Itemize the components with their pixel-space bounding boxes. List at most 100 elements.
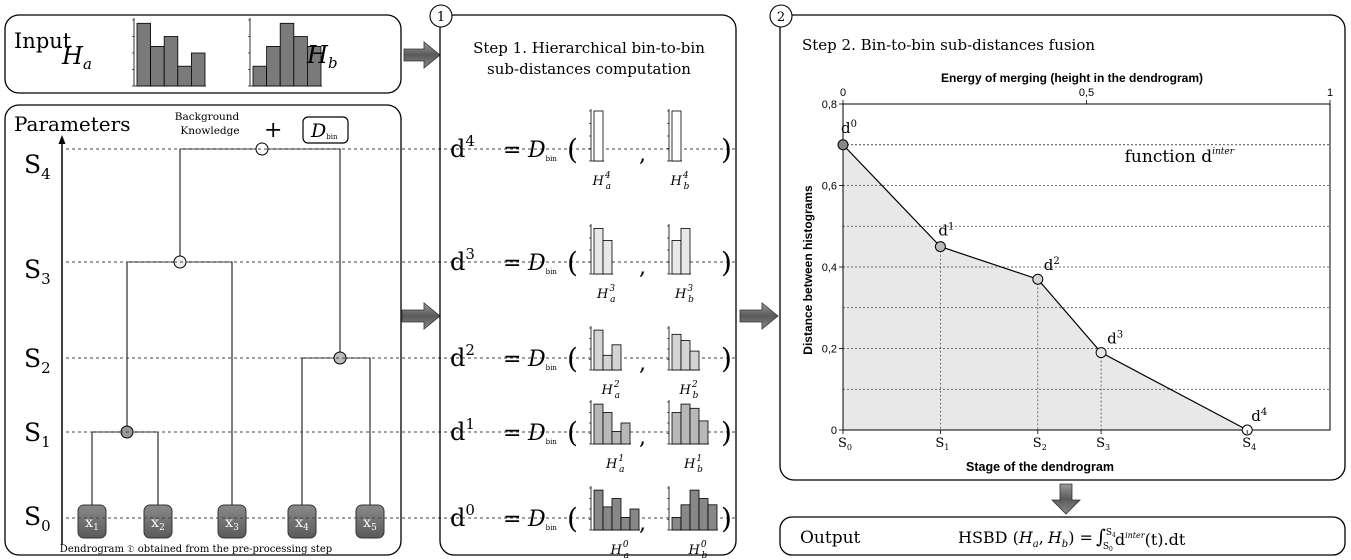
- row-d3-hist-a-bar-1: [593, 227, 604, 275]
- arrow-params-to-step1: [401, 302, 441, 330]
- output-label: Output: [800, 528, 861, 548]
- input-hist-b-bar-4: [293, 36, 308, 87]
- distance-area-fill: [843, 144, 1248, 430]
- step1-number: 1: [437, 10, 445, 25]
- input-hist-b-bar-5: [306, 46, 322, 87]
- row-d4-hist-b-bar-1: [671, 110, 682, 162]
- stage-axis-arrowhead: [58, 135, 66, 144]
- row-d3-hb-label: H3 b: [674, 284, 694, 305]
- leaf-x3: [217, 504, 247, 539]
- point-label-d1: d1: [938, 222, 954, 240]
- row-d0-hb-label: H0 b: [688, 540, 708, 560]
- x-stage-label: S0: [838, 436, 852, 452]
- row-d0-hist-a-bar-3: [611, 498, 622, 531]
- row-d2-close-paren: ): [721, 342, 732, 375]
- parameters-panel: Parameters Background Knowledge + Dbin S…: [4, 104, 402, 556]
- dendrogram-leaves: x1 x2 x3 x4 x5: [77, 504, 385, 539]
- input-hist-b-bar-3: [279, 22, 295, 87]
- hb-label: Hb: [306, 41, 338, 72]
- stage-s0: S0: [24, 502, 51, 535]
- row-d1-hist-b-bar-1: [671, 412, 682, 445]
- row-d4-hb-label: H4 b: [670, 171, 690, 192]
- row-d0-hist-b-bar-1: [671, 517, 682, 531]
- input-panel: Input Ha Hb: [4, 14, 402, 94]
- row-d1-open-paren: (: [567, 416, 578, 449]
- input-label: Input: [14, 29, 72, 53]
- y-tick-label: 0,6: [822, 181, 837, 193]
- background-knowledge-line2: Knowledge: [180, 125, 239, 137]
- row-d2-hb-label: H2 b: [679, 380, 699, 401]
- row-d3-hist-a-bar-2: [602, 239, 613, 275]
- row-d2-hist-b-bar-2: [680, 340, 691, 371]
- stage-s1: S1: [24, 418, 51, 451]
- top-tick-label: 0: [840, 87, 846, 99]
- x-stage-label: S2: [1033, 436, 1047, 452]
- top-tick-label: 0,5: [1079, 87, 1094, 99]
- row-d2-hist-a-bar-2: [602, 354, 613, 371]
- row-d2-hist-b-bar-1: [671, 333, 682, 371]
- row-d0-hist-a-bar-5: [629, 508, 640, 531]
- arrow-input-to-step1: [403, 41, 441, 69]
- dendrogram-caption: Dendrogram 𝔇 obtained from the pre-proce…: [60, 544, 332, 555]
- y-tick-label: 0,4: [822, 262, 837, 274]
- row-d0-dbin: Dbin: [527, 507, 557, 532]
- row-d3-equals: =: [503, 251, 521, 276]
- row-d2-ha-label: H2 a: [601, 380, 620, 401]
- row-d1-close-paren: ): [721, 416, 732, 449]
- row-d0-equals: =: [503, 507, 521, 532]
- output-panel-border: [779, 516, 1346, 556]
- row-d3-close-paren: ): [721, 246, 732, 279]
- row-d2-open-paren: (: [567, 342, 578, 375]
- row-d1-hist-b-bar-3: [689, 407, 700, 445]
- stage-s2: S2: [24, 344, 51, 377]
- step1-panel-border: [439, 14, 737, 556]
- row-d4-label: d4: [450, 132, 475, 163]
- input-hist-a-bar-4: [177, 65, 192, 87]
- step2-panel: 2 Step 2. Bin-to-bin sub-distances fusio…: [769, 4, 1346, 481]
- stage-labels: S4 S3 S2 S1 S0: [24, 150, 51, 535]
- step1-row-d0: d0 = Dbin (,) H0 a H0 b: [450, 486, 732, 560]
- row-d2-comma: ,: [639, 351, 646, 376]
- row-d1-hist-a-bar-2: [602, 412, 613, 445]
- row-d3-comma: ,: [639, 255, 646, 280]
- row-d3-open-paren: (: [567, 246, 578, 279]
- row-d0-ha-label: H0 a: [610, 540, 629, 560]
- row-d3-dbin: Dbin: [527, 251, 557, 276]
- row-d0-open-paren: (: [567, 502, 578, 535]
- stage-s3: S3: [24, 255, 51, 288]
- row-d1-comma: ,: [639, 425, 646, 450]
- step1-title-line1: Step 1. Hierarchical bin-to-bin: [473, 39, 705, 57]
- background-knowledge-line1: Background: [175, 111, 240, 123]
- dbin-label: Dbin: [310, 120, 338, 142]
- arrow-step1-to-step2: [739, 302, 779, 330]
- leaf-x3-label: x3: [225, 515, 239, 533]
- row-d3-ha-label: H3 a: [596, 284, 615, 305]
- row-d0-comma: ,: [639, 511, 646, 536]
- step2-title: Step 2. Bin-to-bin sub-distances fusion: [802, 36, 1095, 54]
- stage-s4: S4: [24, 150, 51, 183]
- row-d1-ha-label: H1 a: [605, 454, 624, 475]
- input-hist-b-bar-1: [252, 65, 268, 87]
- row-d0-hist-b-bar-5: [707, 504, 718, 531]
- parameters-panel-border: [4, 104, 402, 556]
- step2-number-badge: [769, 4, 793, 28]
- histogram-a: [132, 18, 206, 87]
- row-d0-hist-b-bar-4: [698, 498, 709, 531]
- row-d2-equals: =: [503, 347, 521, 372]
- row-d1-label: d1: [450, 415, 475, 446]
- x-stage-label: S1: [935, 436, 949, 452]
- histogram-b: [248, 18, 322, 87]
- row-d1-hist-a-bar-4: [620, 422, 631, 445]
- arrow-step2-to-output: [1051, 483, 1081, 515]
- y-axis-label: Distance between histograms: [801, 185, 815, 355]
- leaf-x4-label: x4: [295, 515, 309, 533]
- step1-row-d1: d1 = Dbin (,) H1 a H1 b: [450, 400, 732, 475]
- function-label: function dinter: [1125, 147, 1235, 167]
- x-stage-label: S3: [1096, 436, 1110, 452]
- row-d4-comma: ,: [639, 142, 646, 167]
- row-d4-equals: =: [503, 138, 521, 163]
- row-d2-label: d2: [450, 341, 475, 372]
- row-d3-hist-b-bar-2: [680, 227, 691, 275]
